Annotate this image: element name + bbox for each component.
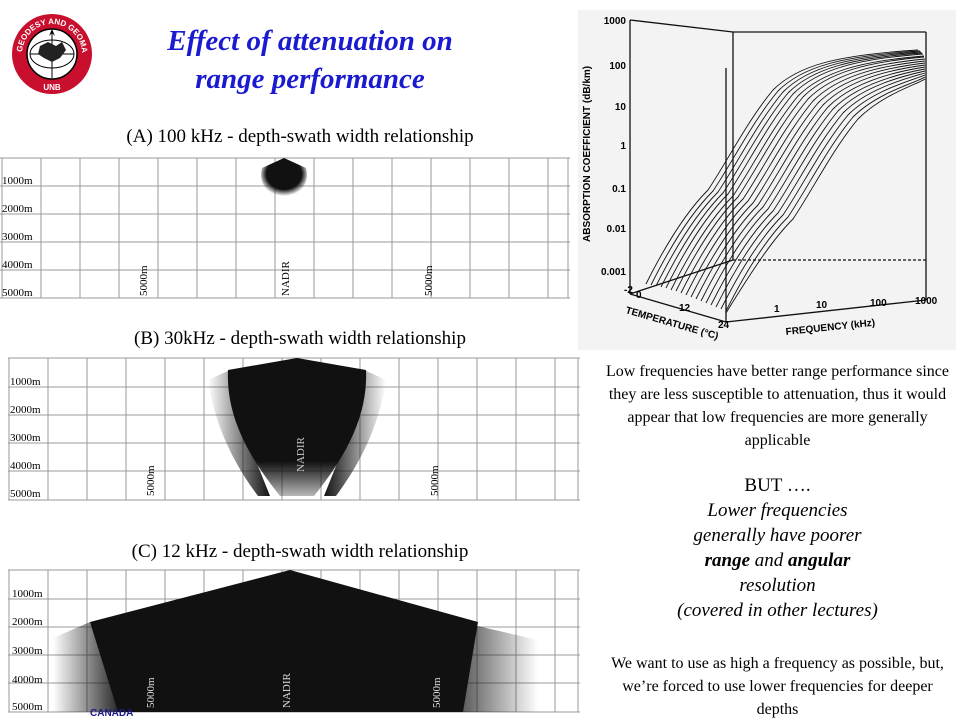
and-word: and: [750, 550, 789, 571]
page-title: Effect of attenuation on range performan…: [100, 22, 520, 98]
frequency-tick: 1: [774, 304, 780, 315]
but-line-2: generally have poorer: [693, 525, 862, 546]
y-tick: 0.1: [612, 184, 626, 195]
panel-a-diagram: 1000m 2000m 3000m 4000m 5000m 5000m NADI…: [0, 156, 570, 300]
y-tick: 1: [620, 141, 626, 152]
swath-label-right: 5000m: [431, 677, 443, 708]
depth-label: 3000m: [12, 645, 43, 657]
but-line-3: range and angular: [600, 548, 955, 573]
frequency-axis-label: FREQUENCY (kHz): [785, 318, 875, 338]
chart-box: [629, 19, 927, 323]
but-line-4: resolution: [739, 575, 816, 596]
panel-a-caption: (A) 100 kHz - depth-swath width relation…: [126, 126, 474, 147]
logo-bottom-text: UNB: [43, 83, 61, 92]
nadir-label: NADIR: [281, 673, 293, 708]
panel-b-fade-right: [324, 370, 386, 496]
panel-c-caption: (C) 12 kHz - depth-swath width relations…: [131, 541, 469, 562]
range-word: range: [704, 550, 751, 571]
unb-logo: GEODESY AND GEOMATICS ENGINEERING UNB: [7, 5, 94, 96]
panel-c-coverage: [90, 570, 478, 712]
depth-label: 1000m: [2, 175, 33, 187]
frequency-tick: 10: [816, 300, 828, 311]
panel-c-fade-left: [53, 622, 126, 712]
y-tick: 1000: [604, 16, 627, 27]
panel-a-grid: [0, 157, 570, 299]
absorption-chart: 1000 100 10 1 0.1 0.01 0.001 ABSORPTION …: [578, 10, 956, 350]
depth-label: 2000m: [2, 203, 33, 215]
angular-word: angular: [788, 550, 851, 571]
panel-c-diagram: 1000m 2000m 3000m 4000m 5000m 5000m NADI…: [8, 568, 580, 714]
swath-label-left: 5000m: [145, 465, 157, 496]
y-tick: 0.001: [601, 267, 626, 278]
right-body-text: Low frequencies have better range perfor…: [606, 363, 949, 449]
depth-label: 1000m: [10, 376, 41, 388]
depth-label: 5000m: [10, 488, 41, 500]
panel-b-caption: (B) 30kHz - depth-swath width relationsh…: [134, 328, 466, 349]
bottom-note-text: We want to use as high a frequency as po…: [611, 655, 944, 718]
y-tick: 100: [609, 61, 626, 72]
but-heading: BUT ….: [744, 475, 811, 496]
nadir-label: NADIR: [280, 261, 292, 296]
title-line-1: Effect of attenuation on: [167, 25, 453, 57]
depth-label: 5000m: [12, 701, 43, 713]
panel-b-diagram: 1000m 2000m 3000m 4000m 5000m 5000m NADI…: [8, 356, 580, 502]
swath-label-right: 5000m: [423, 265, 435, 296]
absorption-curves: [645, 49, 926, 314]
swath-label-left: 5000m: [138, 265, 150, 296]
canada-label: CANADA: [90, 708, 134, 719]
temperature-tick: 12: [679, 303, 691, 314]
depth-label: 3000m: [10, 432, 41, 444]
frequency-tick: 1000: [915, 296, 938, 307]
depth-label: 4000m: [12, 674, 43, 686]
depth-label: 2000m: [12, 616, 43, 628]
depth-label: 1000m: [12, 588, 43, 600]
title-line-2: range performance: [195, 63, 425, 95]
frequency-tick: 100: [870, 298, 887, 309]
y-tick: 10: [615, 102, 627, 113]
but-line-5: (covered in other lectures): [677, 600, 878, 621]
depth-label: 2000m: [10, 404, 41, 416]
but-line-1: Lower frequencies: [707, 500, 848, 521]
temperature-tick: -2: [624, 285, 633, 296]
y-axis-label: ABSORPTION COEFFICIENT (dB/km): [582, 66, 593, 242]
panel-b-coverage: [227, 358, 367, 496]
temperature-axis-label: TEMPERATURE (°C): [624, 305, 719, 342]
but-block: BUT …. Lower frequencies generally have …: [600, 473, 955, 623]
panel-a-coverage: [261, 158, 307, 198]
panel-b-fade-left: [208, 370, 270, 496]
depth-label: 4000m: [2, 259, 33, 271]
temperature-tick: 0: [636, 290, 642, 301]
y-tick: 0.01: [607, 224, 627, 235]
depth-label: 4000m: [10, 460, 41, 472]
nadir-label: NADIR: [295, 437, 307, 472]
temperature-tick: 24: [718, 320, 730, 331]
depth-label: 3000m: [2, 231, 33, 243]
swath-label-right: 5000m: [429, 465, 441, 496]
swath-label-left: 5000m: [145, 677, 157, 708]
depth-label: 5000m: [2, 287, 33, 299]
